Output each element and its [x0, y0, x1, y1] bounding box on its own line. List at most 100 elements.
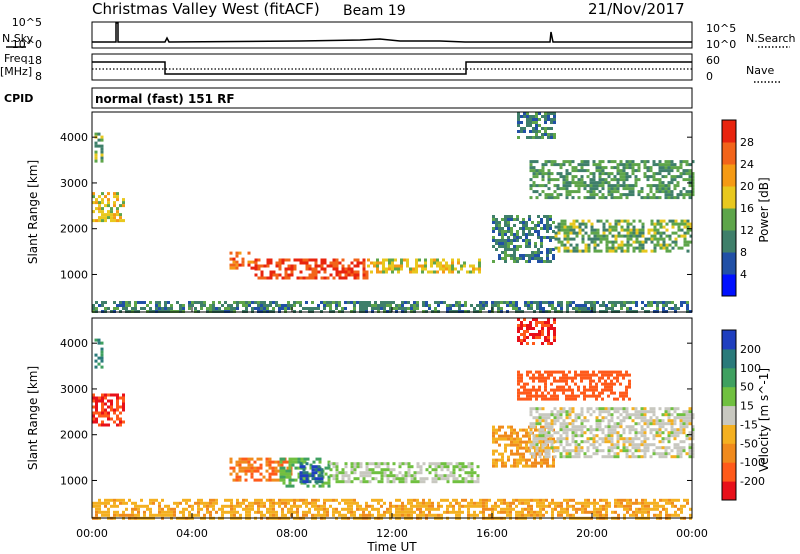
velocity-cell [625, 385, 628, 389]
power-cell [254, 273, 258, 277]
velocity-cell [551, 513, 554, 517]
power-cell [104, 219, 107, 223]
velocity-cell [495, 437, 498, 441]
power-cell [691, 181, 695, 185]
velocity-cell [389, 471, 393, 475]
velocity-cell [377, 507, 380, 511]
power-cell [592, 187, 596, 191]
velocity-cell [495, 449, 498, 453]
power-cell [683, 225, 687, 229]
power-cell [688, 163, 692, 167]
velocity-cell [571, 428, 575, 432]
velocity-cell [428, 498, 431, 502]
velocity-cell [113, 504, 116, 508]
velocity-cell [507, 458, 510, 462]
power-cell [544, 160, 548, 164]
velocity-cell [665, 513, 668, 517]
power-cell [652, 172, 656, 176]
velocity-cell [628, 431, 632, 435]
velocity-cell [571, 376, 574, 380]
power-cell [676, 193, 680, 197]
power-cell [495, 224, 498, 227]
velocity-cell [556, 397, 559, 401]
velocity-cell [431, 480, 435, 484]
velocity-cell [317, 477, 321, 481]
velocity-cell [655, 446, 659, 450]
velocity-cell [236, 501, 239, 505]
power-cell [531, 254, 534, 257]
power-cell [655, 190, 659, 194]
power-cell [522, 254, 525, 257]
velocity-cell [257, 510, 260, 514]
velocity-cell [665, 498, 668, 502]
velocity-cell [571, 455, 575, 459]
power-cell [473, 307, 476, 310]
velocity-cell [401, 480, 405, 484]
power-region [517, 112, 556, 139]
velocity-cell [371, 513, 374, 517]
velocity-cell [541, 419, 545, 423]
velocity-cell [547, 397, 550, 401]
power-cell [516, 248, 519, 251]
power-region [367, 258, 481, 274]
power-cell [254, 267, 258, 271]
velocity-cell [572, 513, 575, 517]
power-cell [498, 257, 501, 260]
velocity-cell [110, 498, 113, 502]
power-cell [589, 172, 593, 176]
power-cell [616, 169, 620, 173]
power-cell [197, 301, 200, 304]
velocity-cell [538, 440, 542, 444]
velocity-cell [520, 376, 523, 380]
power-cell [526, 118, 529, 121]
velocity-cell [541, 431, 545, 435]
velocity-cell [523, 391, 526, 395]
velocity-cell [452, 504, 455, 508]
power-cell [524, 304, 527, 307]
power-cell [552, 236, 555, 239]
velocity-cell [655, 416, 659, 420]
velocity-cell [655, 428, 659, 432]
velocity-cell [616, 376, 619, 380]
power-cell [439, 267, 442, 271]
velocity-cell [473, 471, 477, 475]
power-cell [670, 160, 674, 164]
velocity-cell [562, 376, 565, 380]
velocity-cell [571, 407, 575, 411]
velocity-cell [586, 394, 589, 398]
velocity-cell [260, 510, 263, 514]
velocity-cell [565, 428, 569, 432]
velocity-cell [513, 431, 516, 435]
velocity-cell [288, 463, 292, 467]
power-cell [540, 218, 543, 221]
power-cell [492, 230, 495, 233]
velocity-cell [581, 504, 584, 508]
power-cell [586, 184, 590, 188]
power-cell [680, 219, 684, 223]
power-cell [203, 301, 206, 304]
velocity-cell [592, 394, 595, 398]
velocity-cell [544, 324, 547, 327]
beam-label: Beam 19 [343, 3, 406, 19]
velocity-cell [509, 510, 512, 514]
velocity-cell [110, 504, 113, 508]
velocity-cell [290, 498, 293, 502]
power-cell [451, 264, 454, 268]
velocity-cell [458, 480, 462, 484]
velocity-cell [661, 419, 665, 423]
date-label: 21/Nov/2017 [588, 0, 685, 18]
power-cell [528, 242, 531, 245]
velocity-cell [619, 370, 622, 374]
velocity-cell [623, 504, 626, 508]
velocity-cell [230, 510, 233, 514]
power-cell [101, 192, 104, 196]
velocity-cell [526, 370, 529, 374]
velocity-cell [601, 373, 604, 377]
velocity-cell [296, 507, 299, 511]
velocity-cell [593, 501, 596, 505]
velocity-cell [577, 425, 581, 429]
velocity-cell [158, 513, 161, 517]
velocity-cell [532, 318, 535, 321]
velocity-cell [607, 385, 610, 389]
power-cell [119, 213, 122, 217]
